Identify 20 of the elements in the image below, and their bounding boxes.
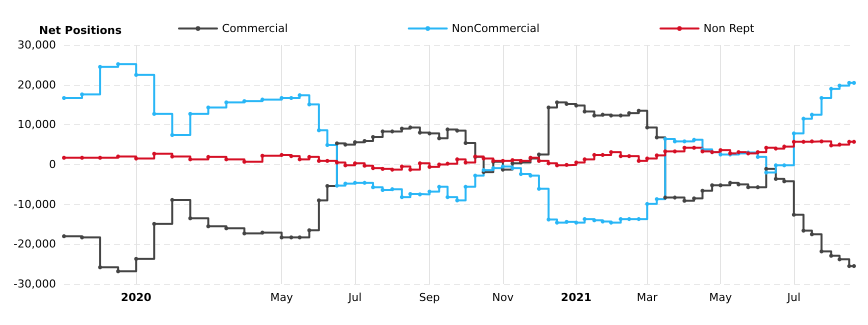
legend-label: NonCommercial [452,22,540,35]
x-tick-label: 2021 [560,291,592,304]
y-tick-label: 20,000 [18,78,56,92]
x-tick-label: Jul [347,291,362,304]
y-tick-label: -10,000 [14,198,56,211]
y-tick-label: 30,000 [18,38,56,52]
x-tick-label: Sep [419,291,440,304]
y-tick-label: 0 [49,158,56,171]
legend-label: Non Rept [704,22,755,35]
y-tick-label: -30,000 [14,278,56,290]
y-tick-label: 10,000 [18,118,56,132]
x-tick-label: Mar [636,291,658,304]
x-tick-label: May [709,291,732,304]
x-tick-label: May [270,291,294,304]
x-tick-label: Jul [786,291,801,304]
y-tick-label: -20,000 [14,238,56,251]
x-tick-label: 2020 [120,291,152,304]
legend-label: Commercial [222,22,288,35]
x-tick-label: Nov [492,291,514,304]
legend-title: Net Positions [39,24,122,37]
